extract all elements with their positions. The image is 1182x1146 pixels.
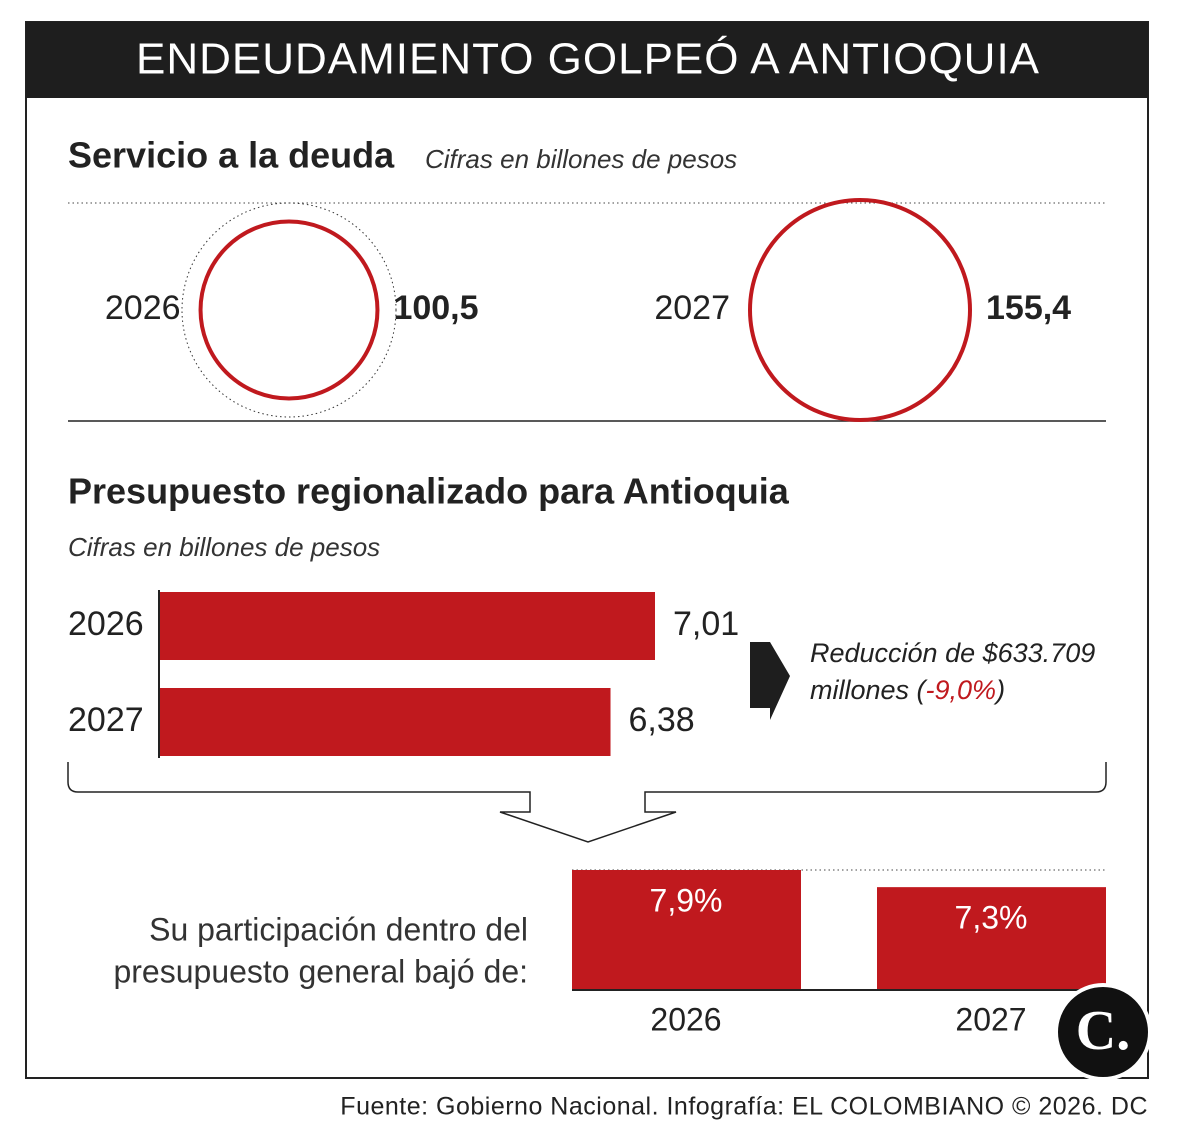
bar	[877, 887, 1106, 990]
bar	[160, 592, 655, 660]
logo	[1054, 983, 1152, 1081]
category-label: 2026	[68, 605, 144, 643]
chart-title: Presupuesto regionalizado para Antioquia	[68, 471, 790, 512]
value-label: 100,5	[393, 289, 478, 327]
bubble	[198, 219, 380, 401]
bar	[160, 688, 611, 756]
category-label: 2026	[650, 1001, 721, 1037]
category-label: 2026	[105, 289, 181, 327]
annotation: millones (-9,0%)	[810, 675, 1005, 705]
chart-label: Su participación dentro del	[149, 911, 528, 947]
bubble	[748, 198, 972, 422]
brace-arrow	[67, 762, 1107, 843]
category-label: 2027	[68, 701, 144, 739]
annotation: Reducción de $633.709	[810, 638, 1095, 668]
value-label: 7,01	[673, 605, 739, 643]
chart-subtitle: Cifras en billones de pesos	[68, 532, 380, 562]
reference-circle	[181, 202, 397, 418]
arrow-icon	[750, 642, 790, 720]
category-label: 2027	[654, 289, 730, 327]
annotation-part: millones (	[810, 675, 929, 705]
source: Fuente: Gobierno Nacional. Infografía: E…	[340, 1093, 1148, 1121]
chart-title: Servicio a la deuda	[68, 135, 395, 176]
value-label: 6,38	[629, 701, 695, 739]
value-label: 7,9%	[650, 882, 723, 918]
bar	[572, 870, 801, 990]
annotation-part: )	[993, 675, 1005, 705]
category-label: 2027	[955, 1001, 1026, 1037]
chart-subtitle: Cifras en billones de pesos	[425, 144, 737, 174]
header	[26, 22, 1148, 98]
annotation-part: -9,0%	[926, 675, 997, 705]
chart-label: presupuesto general bajó de:	[113, 953, 528, 989]
value-label: 7,3%	[955, 900, 1028, 936]
title: ENDEUDAMIENTO GOLPEÓ A ANTIOQUIA	[136, 35, 1040, 84]
logo-text: C.	[1076, 1000, 1130, 1062]
value-label: 155,4	[986, 289, 1071, 327]
